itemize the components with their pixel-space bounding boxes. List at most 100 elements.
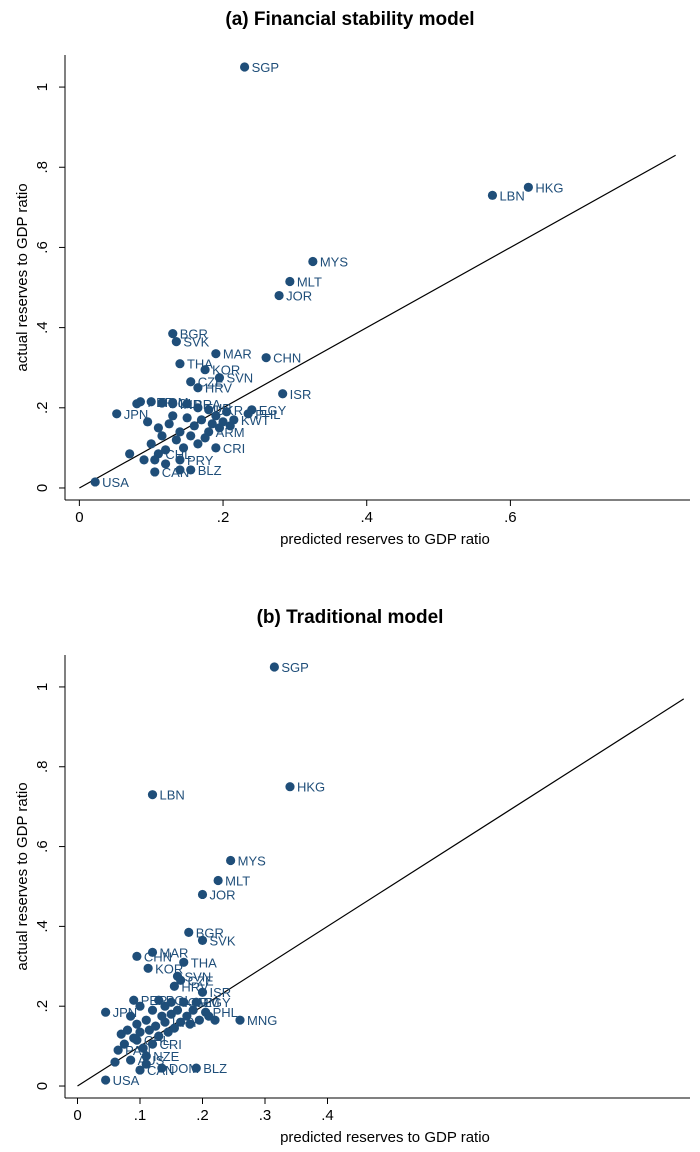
y-tick-label: 1 <box>34 83 51 91</box>
point-label: MNG <box>247 1013 277 1028</box>
data-point <box>210 1016 219 1025</box>
point-label: MYS <box>238 854 267 869</box>
y-tick-label: .4 <box>34 920 51 933</box>
point-label: MAR <box>223 347 252 362</box>
data-point <box>172 435 181 444</box>
data-point <box>179 443 188 452</box>
data-point <box>143 417 152 426</box>
data-point <box>278 389 287 398</box>
x-axis-label: predicted reserves to GDP ratio <box>280 1129 490 1146</box>
point-label: ISR <box>290 387 312 402</box>
y-tick-label: 0 <box>34 484 51 492</box>
data-point <box>184 928 193 937</box>
y-axis-label: actual reserves to GDP ratio <box>14 782 31 970</box>
data-point <box>144 964 153 973</box>
point-label: SVK <box>183 335 209 350</box>
data-point <box>274 291 283 300</box>
data-point <box>135 1002 144 1011</box>
data-point <box>126 1012 135 1021</box>
y-tick-label: .6 <box>34 840 51 853</box>
point-label: MYS <box>320 254 349 269</box>
data-point <box>175 427 184 436</box>
x-tick-label: 0 <box>75 509 83 526</box>
data-point <box>142 1059 151 1068</box>
data-point <box>308 257 317 266</box>
data-point <box>132 952 141 961</box>
data-point <box>172 337 181 346</box>
y-tick-label: 0 <box>34 1082 51 1090</box>
point-label: BLZ <box>203 1061 227 1076</box>
data-point <box>488 191 497 200</box>
data-point <box>168 399 177 408</box>
data-point <box>226 421 235 430</box>
x-tick-label: 0 <box>73 1107 81 1124</box>
x-tick-label: .4 <box>321 1107 334 1124</box>
data-point <box>175 359 184 368</box>
data-point <box>132 1020 141 1029</box>
data-point <box>161 459 170 468</box>
data-point <box>147 397 156 406</box>
y-axis-label: actual reserves to GDP ratio <box>14 183 31 371</box>
point-label: LBN <box>160 788 185 803</box>
data-point <box>132 399 141 408</box>
data-point <box>154 423 163 432</box>
x-tick-label: .3 <box>259 1107 272 1124</box>
point-label: USA <box>113 1073 140 1088</box>
y-tick-label: .8 <box>34 161 51 174</box>
y-tick-label: 1 <box>34 683 51 691</box>
data-point <box>154 1032 163 1041</box>
x-tick-label: .2 <box>196 1107 209 1124</box>
data-point <box>150 455 159 464</box>
data-point <box>168 329 177 338</box>
data-point <box>112 409 121 418</box>
data-point <box>193 403 202 412</box>
reference-line <box>79 155 675 488</box>
data-point <box>126 1055 135 1064</box>
data-point <box>175 465 184 474</box>
data-point <box>110 1057 119 1066</box>
point-label: LBN <box>499 188 524 203</box>
data-point <box>150 467 159 476</box>
point-label: MLT <box>297 275 322 290</box>
point-label: KWT <box>241 413 270 428</box>
data-point <box>170 982 179 991</box>
y-tick-label: .8 <box>34 760 51 773</box>
chart-panel-1: (a) Financial stability model 0 .2 .4 .6 .8 1 0… <box>14 9 690 548</box>
data-point <box>211 411 220 420</box>
data-point <box>240 62 249 71</box>
chart-panel-2: (b) Traditional model 0 .2 .4 .6 .8 1 0 .1 .2 .3 .4… <box>14 607 690 1146</box>
data-point <box>186 377 195 386</box>
point-label: THA <box>191 955 217 970</box>
data-point <box>125 449 134 458</box>
data-point <box>157 431 166 440</box>
data-point <box>193 439 202 448</box>
data-point <box>183 399 192 408</box>
data-point <box>190 421 199 430</box>
point-label: HRV <box>205 381 233 396</box>
data-point <box>222 407 231 416</box>
data-point <box>160 1002 169 1011</box>
data-point <box>142 1016 151 1025</box>
data-point <box>524 183 533 192</box>
y-tick-label: .4 <box>34 321 51 334</box>
data-point <box>198 936 207 945</box>
point-label: BLZ <box>198 463 222 478</box>
data-point <box>157 1012 166 1021</box>
data-point <box>139 455 148 464</box>
data-point <box>161 445 170 454</box>
data-point <box>185 1020 194 1029</box>
data-point <box>186 465 195 474</box>
data-point <box>285 277 294 286</box>
data-point <box>123 1026 132 1035</box>
point-label: JOR <box>286 289 312 304</box>
data-point <box>198 890 207 899</box>
chart-title: (b) Traditional model <box>257 607 444 628</box>
data-point <box>189 1006 198 1015</box>
data-point <box>120 1040 129 1049</box>
point-label: MLT <box>225 873 250 888</box>
data-point <box>204 405 213 414</box>
data-point <box>101 1008 110 1017</box>
data-point <box>193 383 202 392</box>
y-tick-label: .6 <box>34 241 51 254</box>
